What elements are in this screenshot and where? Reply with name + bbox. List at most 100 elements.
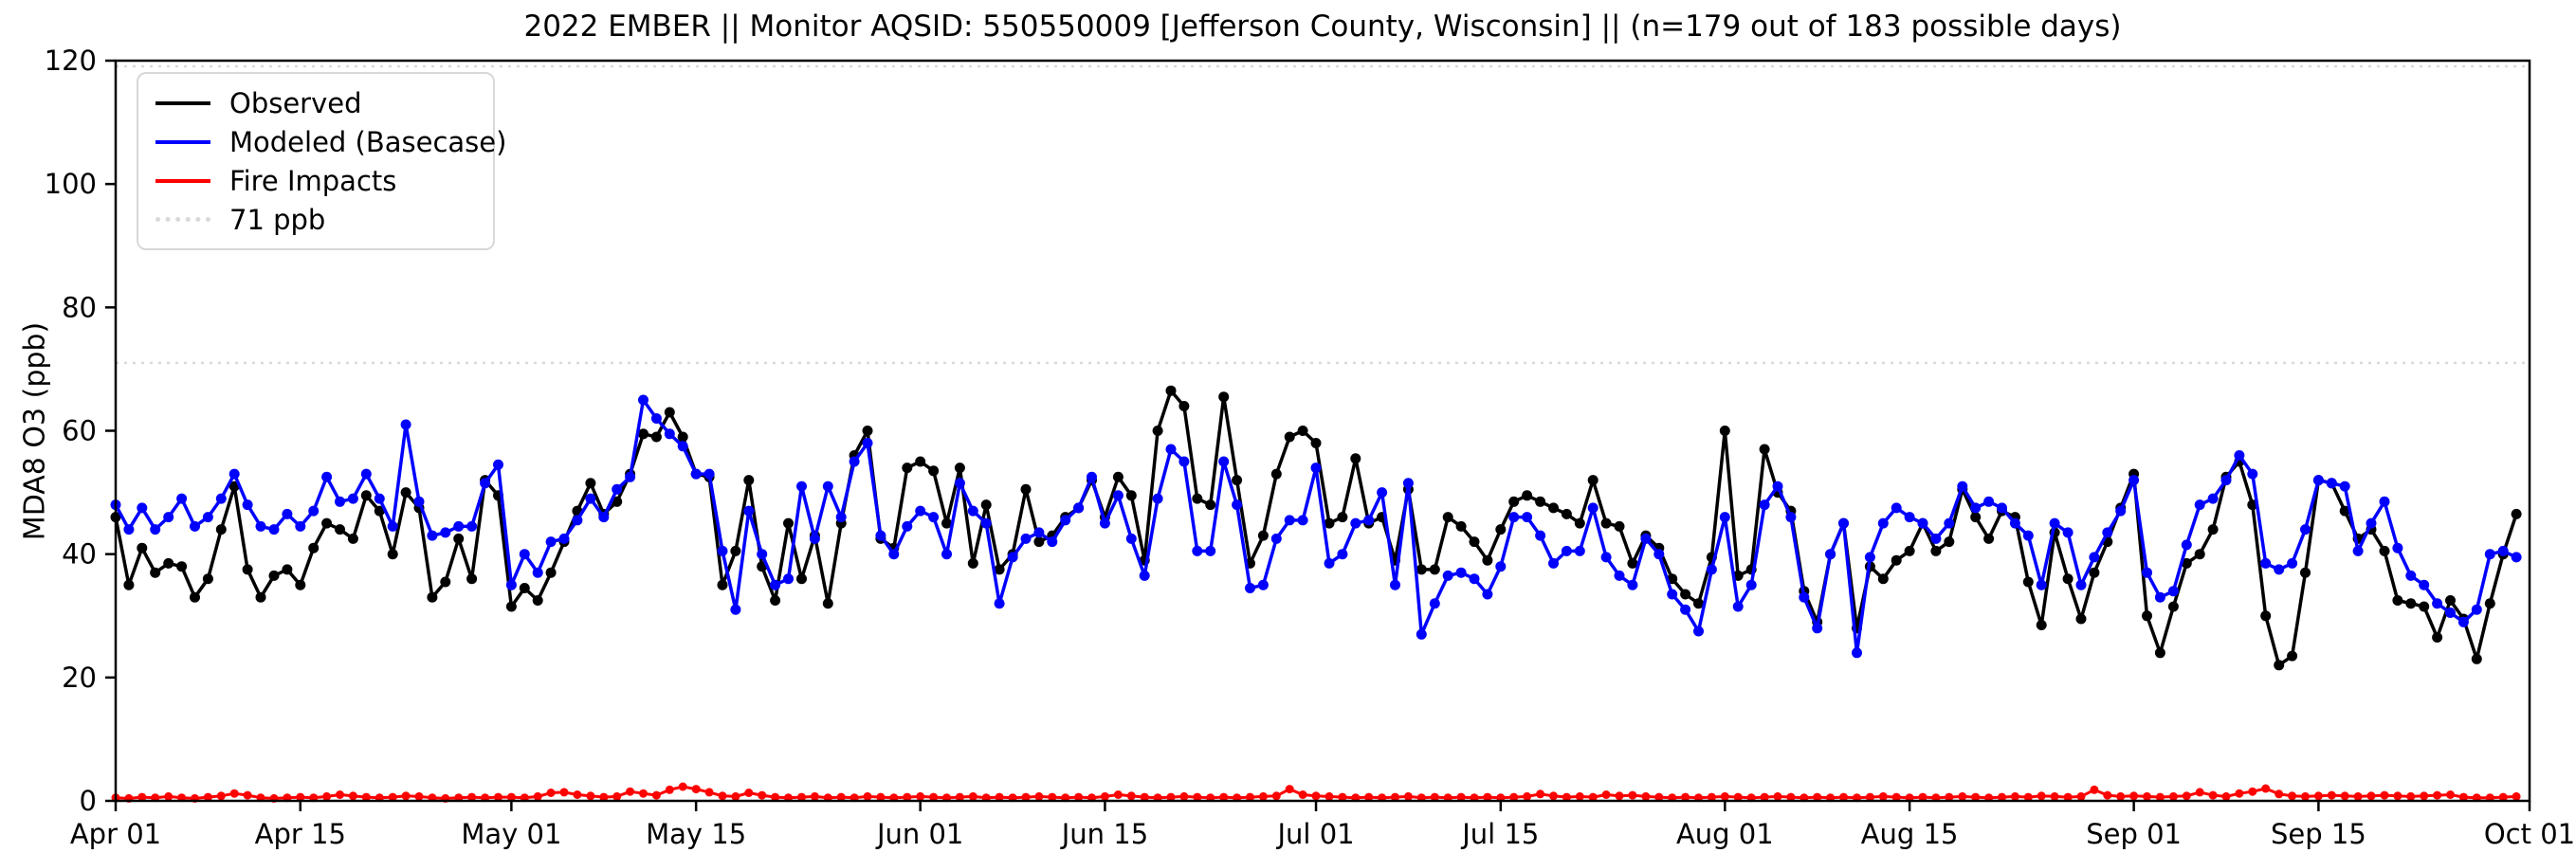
series-fire-impacts <box>111 782 2521 803</box>
data-point <box>2208 790 2218 800</box>
data-point <box>532 567 543 578</box>
data-point <box>1508 496 1520 507</box>
data-point <box>1125 490 1137 501</box>
data-point <box>427 591 438 603</box>
data-point <box>678 782 687 791</box>
data-point <box>360 468 372 480</box>
data-point <box>1192 493 1203 504</box>
data-point <box>1561 545 1572 556</box>
data-point <box>1087 471 1097 482</box>
data-point <box>295 579 306 590</box>
data-point <box>690 468 702 480</box>
data-point <box>494 792 502 802</box>
data-point <box>137 792 147 802</box>
data-point <box>1562 792 1571 802</box>
data-point <box>2167 586 2179 597</box>
data-point <box>2167 601 2179 612</box>
data-point <box>533 791 542 801</box>
data-point <box>2288 791 2297 801</box>
data-point <box>150 567 161 578</box>
data-point <box>2129 791 2139 801</box>
data-point <box>625 471 636 482</box>
data-point <box>1918 792 1927 802</box>
data-point <box>810 791 819 801</box>
data-point <box>2023 792 2033 802</box>
data-point <box>216 791 226 801</box>
data-point <box>190 591 200 603</box>
data-point <box>1877 517 1889 529</box>
data-point <box>915 505 926 517</box>
data-point <box>1877 573 1889 585</box>
data-point <box>573 790 582 799</box>
x-tick-label: Sep 15 <box>2271 818 2366 850</box>
data-point <box>1337 549 1348 560</box>
data-point <box>651 790 661 800</box>
data-point <box>2076 791 2086 801</box>
data-point <box>771 792 780 802</box>
data-point <box>164 791 174 801</box>
data-point <box>387 549 398 560</box>
data-point <box>2366 791 2376 801</box>
data-point <box>1363 515 1375 526</box>
data-point <box>545 567 557 578</box>
data-point <box>2393 791 2402 801</box>
data-point <box>268 570 280 581</box>
data-point <box>163 512 174 523</box>
data-point <box>650 413 662 424</box>
data-point <box>572 515 583 526</box>
data-point <box>1549 791 1558 801</box>
data-point <box>1904 512 1915 523</box>
data-point <box>1917 517 1928 529</box>
data-point <box>941 517 952 529</box>
data-point <box>1574 545 1585 556</box>
data-point <box>2353 791 2363 801</box>
data-point <box>862 438 873 448</box>
data-point <box>941 549 952 560</box>
legend: Observed Modeled (Basecase) Fire Impacts… <box>137 72 506 250</box>
data-point <box>1074 792 1084 802</box>
data-point <box>1257 530 1269 541</box>
data-point <box>967 557 978 569</box>
data-point <box>505 601 517 612</box>
data-point <box>1298 790 1307 799</box>
legend-item-threshold: 71 ppb <box>155 200 476 239</box>
data-point <box>2511 552 2522 563</box>
data-point <box>612 791 622 801</box>
data-point <box>2075 613 2087 625</box>
data-point <box>1588 792 1598 802</box>
data-point <box>2037 791 2046 801</box>
data-point <box>1772 481 1783 492</box>
data-point <box>1508 512 1520 523</box>
data-point <box>1495 524 1507 535</box>
data-point <box>1970 502 1982 514</box>
data-point <box>2274 660 2285 671</box>
data-point <box>1112 490 1124 501</box>
data-point <box>809 533 820 544</box>
data-point <box>2287 557 2298 569</box>
data-point <box>2181 557 2192 569</box>
data-point <box>1350 453 1361 464</box>
data-point <box>2352 545 2364 556</box>
data-point <box>1297 426 1308 436</box>
data-point <box>863 791 872 801</box>
x-tick-label: Aug 15 <box>1861 818 1959 850</box>
data-point <box>1944 517 1955 529</box>
data-point <box>980 499 992 511</box>
data-point <box>1402 478 1414 489</box>
data-point <box>2010 791 2019 801</box>
modeled-line-sample <box>155 139 210 144</box>
data-point <box>2445 595 2456 606</box>
data-point <box>665 785 674 794</box>
data-point <box>480 478 491 489</box>
data-point <box>1047 536 1058 548</box>
data-point <box>1324 517 1335 529</box>
data-point <box>586 791 595 801</box>
data-point <box>202 573 213 585</box>
data-point <box>2260 557 2272 569</box>
data-point <box>1311 791 1321 801</box>
data-point <box>1535 496 1546 507</box>
data-point <box>1285 785 1294 794</box>
data-point <box>1232 475 1243 486</box>
